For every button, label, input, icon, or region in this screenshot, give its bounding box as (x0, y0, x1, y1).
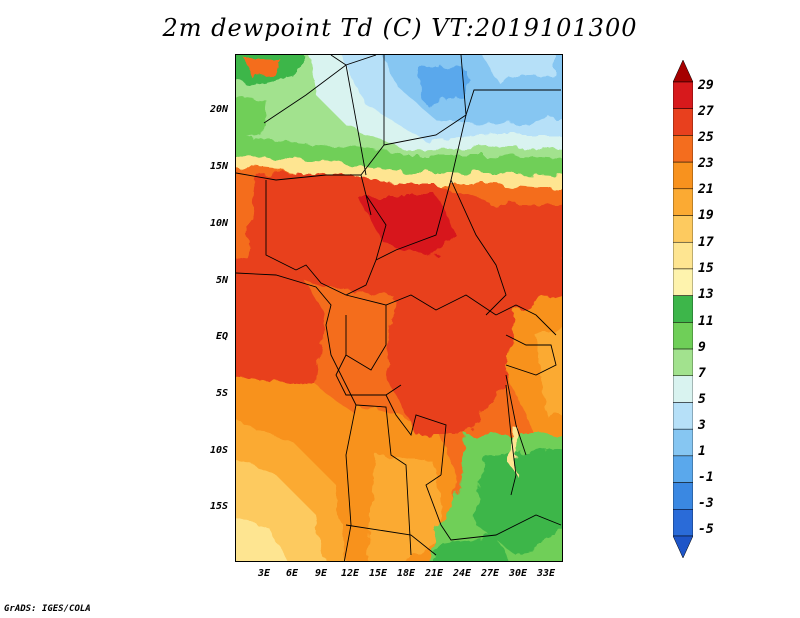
lat-label: EQ (215, 331, 228, 342)
lon-label: 3E (257, 568, 271, 579)
lat-label: 5N (215, 275, 228, 286)
lon-label: 6E (285, 568, 299, 579)
colorbar-segment (673, 428, 693, 457)
colorbar-label: 29 (698, 78, 714, 93)
colorbar-segment (673, 348, 693, 377)
lon-label: 27E (480, 568, 500, 579)
colorbar-segment (673, 375, 693, 403)
colorbar-label: 3 (698, 418, 706, 433)
colorbar-label: -5 (698, 522, 714, 537)
colorbar-label: 5 (698, 392, 706, 407)
lat-label: 20N (209, 104, 228, 115)
colorbar-segment (673, 268, 693, 296)
lat-label: 15S (209, 501, 228, 512)
colorbar-label: 21 (698, 182, 714, 197)
dewpoint-map (235, 54, 563, 562)
colorbar-label: 11 (698, 314, 714, 329)
colorbar-segment (673, 161, 693, 190)
colorbar-segment (673, 81, 693, 109)
colorbar (673, 60, 693, 558)
dewpoint-field (236, 55, 562, 561)
colorbar-label: 25 (698, 130, 714, 145)
lon-label: 15E (368, 568, 388, 579)
lat-label: 15N (209, 161, 228, 172)
colorbar-segment (673, 215, 693, 243)
lat-label: 5S (215, 388, 228, 399)
lon-label: 18E (396, 568, 416, 579)
lon-label: 24E (452, 568, 472, 579)
lat-label: 10N (209, 218, 228, 229)
colorbar-segment (673, 108, 693, 136)
colorbar-label: 7 (698, 366, 706, 381)
lat-label: 10S (209, 445, 228, 456)
lon-label: 9E (314, 568, 328, 579)
colorbar-label: 19 (698, 208, 714, 223)
colorbar-segment (673, 295, 693, 323)
grads-credit: GrADS: IGES/COLA (4, 604, 91, 614)
colorbar-label: 1 (698, 444, 706, 459)
colorbar-segment (673, 322, 693, 350)
lon-label: 33E (536, 568, 556, 579)
colorbar-label: 13 (698, 287, 714, 302)
colorbar-segment (673, 535, 693, 558)
colorbar-label: -3 (698, 496, 714, 511)
colorbar-segment (673, 135, 693, 163)
lon-label: 12E (340, 568, 360, 579)
colorbar-label: 27 (698, 104, 714, 119)
colorbar-segment (673, 455, 693, 483)
lon-label: 21E (424, 568, 444, 579)
colorbar-label: -1 (698, 470, 714, 485)
lon-label: 30E (508, 568, 528, 579)
colorbar-segment (673, 402, 693, 430)
colorbar-segment (673, 509, 693, 537)
colorbar-segment (673, 188, 693, 216)
colorbar-segment (673, 60, 693, 83)
colorbar-segment (673, 241, 693, 270)
colorbar-label: 9 (698, 340, 706, 355)
colorbar-label: 17 (698, 235, 714, 250)
map-title: 2m dewpoint Td (C) VT:2019101300 (162, 14, 638, 42)
colorbar-label: 15 (698, 261, 714, 276)
colorbar-label: 23 (698, 156, 714, 171)
colorbar-segment (673, 482, 693, 510)
